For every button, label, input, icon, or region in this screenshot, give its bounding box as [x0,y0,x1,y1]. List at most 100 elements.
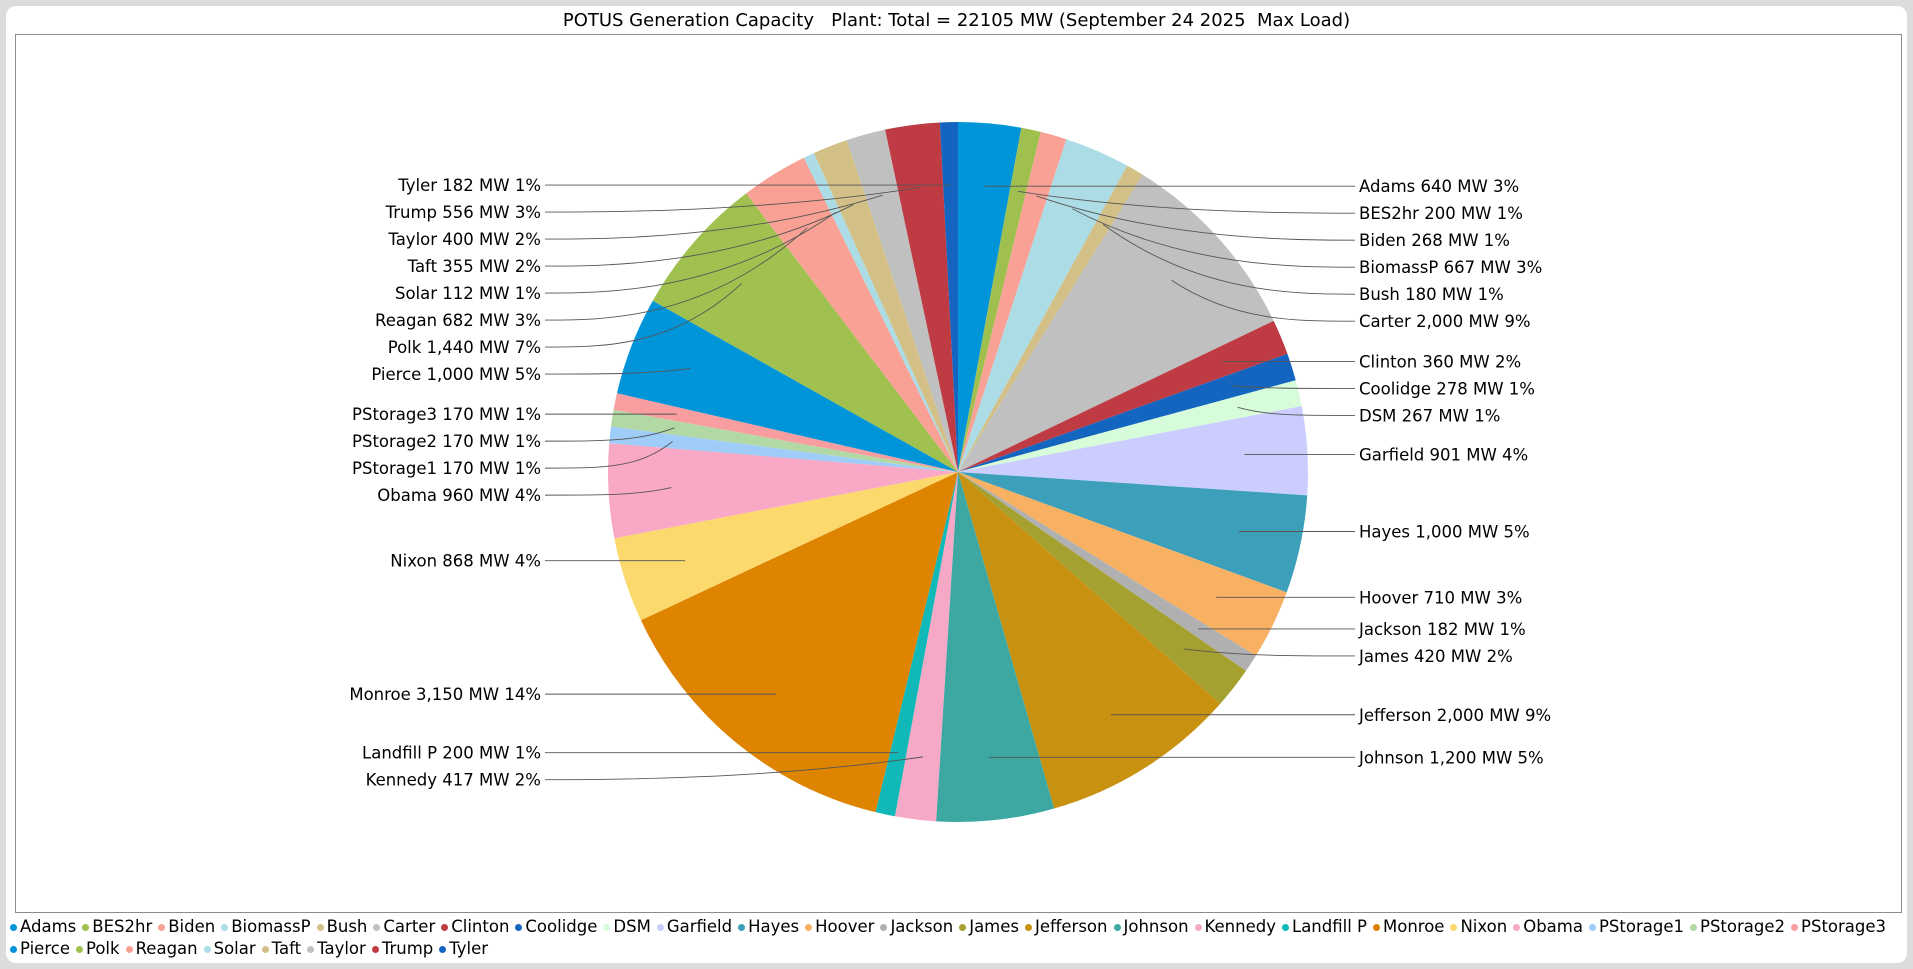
legend-swatch [307,945,315,953]
legend-item-monroe: Monroe [1373,916,1444,938]
pie-slice-nixon [614,472,958,621]
slice-label-hoover: Hoover 710 MW 3% [1359,588,1522,607]
legend-item-hoover: Hoover [805,916,874,938]
slice-label-johnson: Johnson 1,200 MW 5% [1358,748,1544,767]
legend-label: BiomassP [231,917,311,936]
chart-legend: Adams BES2hr Biden BiomassP Bush Carter Clinto… [10,916,1905,960]
slice-label-coolidge: Coolidge 278 MW 1% [1359,379,1535,398]
slice-label-adams: Adams 640 MW 3% [1359,177,1519,196]
slice-label-polk: Polk 1,440 MW 7% [388,338,541,357]
leader-line-carter [1171,280,1356,322]
pie-slice-jefferson [958,472,1221,809]
legend-swatch [439,945,447,953]
pie-slice-trump [885,122,958,472]
legend-swatch [1588,923,1596,931]
legend-label: Garfield [666,917,733,936]
legend-swatch [221,923,229,931]
pie-slice-pierce [616,300,958,472]
legend-swatch [158,923,166,931]
legend-item-james: James [959,916,1019,938]
legend-item-pstorage1: PStorage1 [1588,916,1684,938]
slice-label-jefferson: Jefferson 2,000 MW 9% [1358,706,1551,725]
pie-slice-adams [958,122,1022,472]
chart-title: POTUS Generation Capacity Plant: Total =… [562,10,1351,31]
pie-slice-taft [813,140,958,473]
legend-label: Tyler [449,939,489,958]
pie-slice-garfield [958,406,1308,496]
pie-slice-reagan [746,157,958,472]
legend-label: Monroe [1383,917,1445,936]
pie-slice-landfill-p [875,472,958,817]
pie-slice-bush [958,165,1143,472]
legend-label: Kennedy [1204,917,1276,936]
slice-label-carter: Carter 2,000 MW 9% [1359,312,1531,331]
leader-line-pstorage1 [544,441,673,469]
pie-slice-pstorage3 [613,393,958,472]
leader-line-dsm [1237,406,1356,416]
pie-slice-hoover [958,472,1287,656]
legend-item-jackson: Jackson [880,916,953,938]
slice-label-pstorage1: PStorage1 170 MW 1% [352,459,541,478]
pie-slice-pstorage2 [610,409,958,472]
pie-slice-polk [652,193,958,472]
legend-swatch [441,923,449,931]
legend-label: Biden [168,917,216,936]
pie-slice-tyler [939,122,958,472]
slice-label-obama: Obama 960 MW 4% [377,486,541,505]
legend-item-trump: Trump [371,938,433,960]
legend-swatch [1194,923,1202,931]
pie-slice-bes2hr [958,127,1041,472]
legend-label: Adams [20,917,77,936]
legend-item-polk: Polk [75,938,120,960]
legend-label: Polk [85,939,120,958]
legend-label: Hoover [815,917,875,936]
legend-item-bes2hr: BES2hr [82,916,152,938]
leader-line-james [1183,648,1356,657]
pie-slice-solar [803,153,958,473]
leader-line-coolidge [1231,385,1356,389]
legend-swatch [316,923,324,931]
leader-line-pierce [544,367,691,375]
pie-slice-pstorage1 [609,426,958,472]
legend-item-tyler: Tyler [439,938,488,960]
slice-label-biden: Biden 268 MW 1% [1359,231,1510,250]
pie-slice-dsm [958,380,1302,472]
legend-item-biomassp: BiomassP [221,916,311,938]
legend-swatch [959,923,967,931]
slice-label-garfield: Garfield 901 MW 4% [1359,445,1528,464]
legend-item-taft: Taft [261,938,302,960]
slice-label-bes2hr: BES2hr 200 MW 1% [1359,204,1523,223]
legend-label: Pierce [20,939,70,958]
pie-slice-hayes [958,472,1308,593]
pie-slice-coolidge [958,353,1296,472]
slice-label-trump: Trump 556 MW 3% [385,203,541,222]
legend-label: Reagan [135,939,198,958]
pie-slice-kennedy [894,472,958,822]
slice-label-solar: Solar 112 MW 1% [395,284,541,303]
legend-item-solar: Solar [203,938,256,960]
legend-swatch [1690,923,1697,931]
legend-item-dsm: DSM [603,916,651,938]
legend-label: Clinton [451,917,510,936]
leader-line-biden [1036,195,1356,241]
pie-slice-james [958,472,1246,704]
legend-label: PStorage2 [1700,917,1786,936]
slice-label-pstorage2: PStorage2 170 MW 1% [352,432,541,451]
legend-label: PStorage1 [1598,917,1684,936]
legend-label: Nixon [1460,917,1508,936]
legend-label: Solar [213,939,256,958]
pie-slice-johnson [936,472,1055,822]
legend-item-coolidge: Coolidge [515,916,597,938]
slice-label-tyler: Tyler 182 MW 1% [397,176,541,195]
slice-label-biomassp: BiomassP 667 MW 3% [1359,258,1542,277]
legend-item-kennedy: Kennedy [1194,916,1276,938]
slice-label-kennedy: Kennedy 417 MW 2% [366,771,541,790]
legend-swatch [371,945,379,953]
legend-label: Taft [271,939,302,958]
slice-label-pstorage3: PStorage3 170 MW 1% [352,405,541,424]
legend-swatch [373,923,381,931]
legend-swatch [880,923,888,931]
slice-label-pierce: Pierce 1,000 MW 5% [371,365,541,384]
legend-swatch [1113,923,1121,931]
